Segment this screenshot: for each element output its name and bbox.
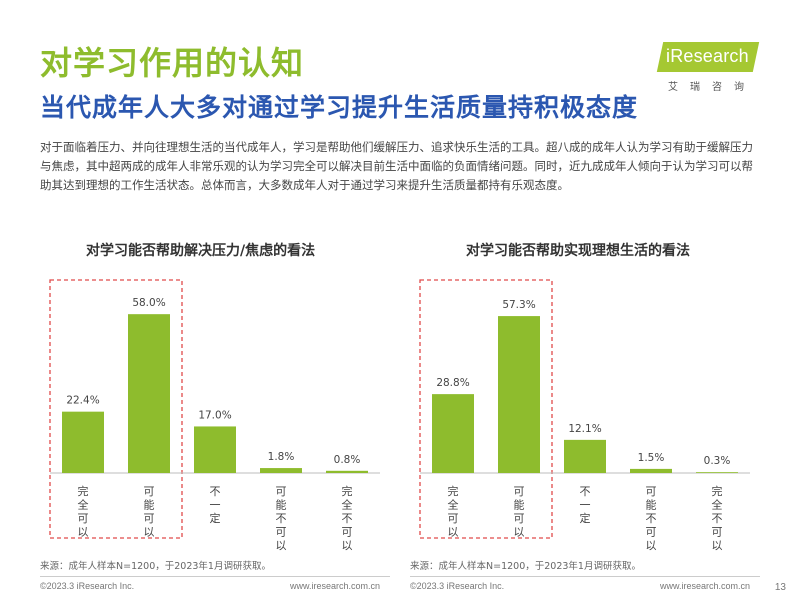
bar bbox=[432, 394, 474, 473]
logo-cn-text: 艾瑞咨询 bbox=[668, 82, 756, 93]
data-label: 12.1% bbox=[568, 423, 601, 435]
data-label: 0.8% bbox=[334, 454, 361, 466]
data-label: 1.5% bbox=[638, 452, 665, 464]
bar bbox=[326, 470, 368, 473]
category-label: 不一定 bbox=[210, 485, 221, 525]
category-label: 完全可以 bbox=[78, 484, 89, 539]
bar bbox=[696, 472, 738, 473]
highlight-box bbox=[49, 279, 183, 539]
highlight-box bbox=[419, 279, 553, 539]
iresearch-logo: iResearch 艾瑞咨询 bbox=[656, 42, 760, 94]
bar bbox=[498, 316, 540, 473]
footer-website-left: www.iresearch.com.cn bbox=[290, 581, 381, 591]
data-label: 57.3% bbox=[502, 299, 535, 311]
bar bbox=[630, 468, 672, 473]
data-label: 22.4% bbox=[66, 395, 99, 407]
bar bbox=[564, 439, 606, 473]
footer-divider-left bbox=[40, 576, 390, 577]
footer-website-right: www.iresearch.com.cn bbox=[660, 581, 751, 591]
bar bbox=[260, 468, 302, 473]
category-label: 完全可以 bbox=[448, 484, 459, 539]
logo-text: iResearch bbox=[666, 46, 749, 66]
category-label: 可能可以 bbox=[514, 485, 525, 539]
page-title: 对学习作用的认知 bbox=[40, 44, 305, 82]
footer-copyright-left: ©2023.3 iResearch Inc. bbox=[40, 581, 135, 591]
category-label: 完全不可以 bbox=[712, 484, 723, 552]
page-subtitle: 当代成年人大多对通过学习提升生活质量持积极态度 bbox=[40, 93, 639, 122]
chart-1-stress-relief: 22.4% 完全可以 58.0% 可能可以 17.0% 不一定 1.8% 可能不可以 0.8% 完… bbox=[49, 279, 380, 552]
category-label: 可能不可以 bbox=[646, 485, 657, 552]
category-label: 可能可以 bbox=[144, 485, 155, 539]
chart-2-source: 来源：成年人样本N=1200，于2023年1月调研获取。 bbox=[410, 561, 641, 572]
bar bbox=[128, 314, 170, 473]
category-label: 不一定 bbox=[580, 485, 591, 525]
data-label: 0.3% bbox=[704, 455, 731, 467]
chart-1-source: 来源：成年人样本N=1200，于2023年1月调研获取。 bbox=[40, 561, 271, 572]
description-paragraph: 对于面临着压力、并向往理想生活的当代成年人，学习是帮助他们缓解压力、追求快乐生活… bbox=[40, 140, 753, 192]
category-label: 完全不可以 bbox=[342, 484, 353, 552]
chart-2-ideal-life: 28.8% 完全可以 57.3% 可能可以 12.1% 不一定 1.5% 可能不可以 0.3% 完… bbox=[419, 279, 750, 552]
bar bbox=[194, 426, 236, 473]
data-label: 1.8% bbox=[268, 451, 295, 463]
chart-1-title: 对学习能否帮助解决压力/焦虑的看法 bbox=[86, 243, 316, 259]
data-label: 58.0% bbox=[132, 297, 165, 309]
chart-2-title: 对学习能否帮助实现理想生活的看法 bbox=[466, 243, 690, 259]
footer-copyright-right: ©2023.3 iResearch Inc. bbox=[410, 581, 505, 591]
data-label: 17.0% bbox=[198, 409, 231, 421]
footer-divider-right bbox=[410, 576, 760, 577]
category-label: 可能不可以 bbox=[276, 485, 287, 552]
bar bbox=[62, 411, 104, 473]
data-label: 28.8% bbox=[436, 377, 469, 389]
page-number: 13 bbox=[774, 582, 786, 593]
